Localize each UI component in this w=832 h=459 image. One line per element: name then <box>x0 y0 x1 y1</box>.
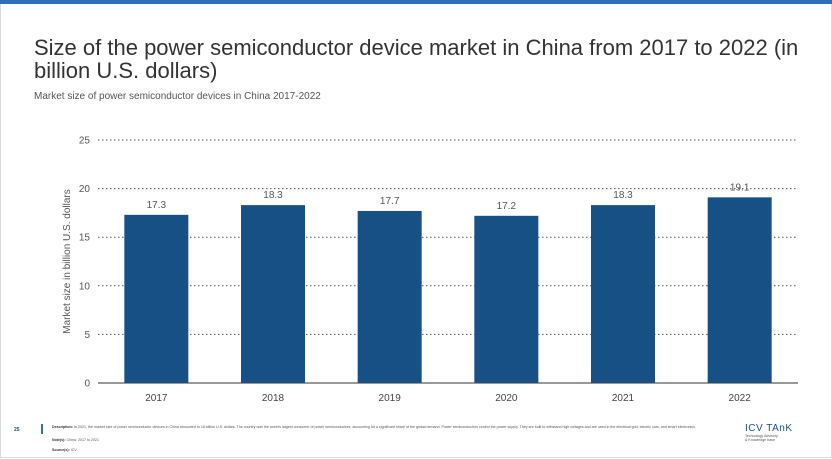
y-axis-title: Market size in billion U.S. dollars <box>62 189 73 334</box>
top-accent-bar <box>0 0 832 4</box>
source-text: ICV <box>70 448 77 452</box>
footer-notes: Note(s): China, 2017 to 2021 <box>52 438 99 442</box>
y-tick-label: 15 <box>79 233 91 244</box>
bar <box>474 215 539 383</box>
bar <box>591 205 655 383</box>
y-tick-label: 10 <box>79 281 91 292</box>
x-tick-label: 2017 <box>145 393 168 404</box>
y-tick-label: 20 <box>79 184 91 195</box>
bar <box>124 214 189 383</box>
x-tick-label: 2018 <box>262 393 285 404</box>
x-tick-label: 2022 <box>729 393 752 404</box>
chart-subtitle: Market size of power semiconductor devic… <box>34 91 321 102</box>
notes-label: Note(s): <box>52 438 66 442</box>
logo-tagline-1: Technology Advisory <box>745 434 778 438</box>
logo-tagline-2: & Knowledge base <box>745 438 775 443</box>
y-tick-label: 25 <box>79 136 91 147</box>
logo-name: ICV TAnK <box>745 423 793 434</box>
x-tick-label: 2021 <box>612 393 635 404</box>
x-tick-label: 2019 <box>379 393 402 404</box>
data-label: 19.1 <box>730 182 750 193</box>
bar <box>357 210 422 383</box>
data-label: 18.3 <box>263 190 283 201</box>
notes-text: China, 2017 to 2021 <box>66 438 99 442</box>
description-label: Description: <box>52 425 73 429</box>
page-title: Size of the power semiconductor device m… <box>34 35 799 83</box>
bar <box>241 205 305 383</box>
data-label: 17.3 <box>147 200 167 211</box>
footer-description: Description: In 2021, the market size of… <box>52 425 696 429</box>
footer-accent-bar <box>41 424 43 434</box>
x-tick-label: 2020 <box>495 393 518 404</box>
data-label: 17.2 <box>497 201 517 212</box>
description-text: In 2021, the market size of power semico… <box>73 425 696 429</box>
footer-source: Source(s): ICV <box>52 448 77 452</box>
data-label: 17.7 <box>380 196 400 207</box>
source-label: Source(s): <box>52 448 70 452</box>
page-number: 25 <box>14 427 20 433</box>
data-label: 18.3 <box>613 190 633 201</box>
y-tick-label: 5 <box>84 330 90 341</box>
company-logo: ICV TAnK Technology Advisory & Knowledge… <box>745 423 825 442</box>
y-tick-label: 0 <box>84 379 90 390</box>
bar <box>707 197 772 383</box>
